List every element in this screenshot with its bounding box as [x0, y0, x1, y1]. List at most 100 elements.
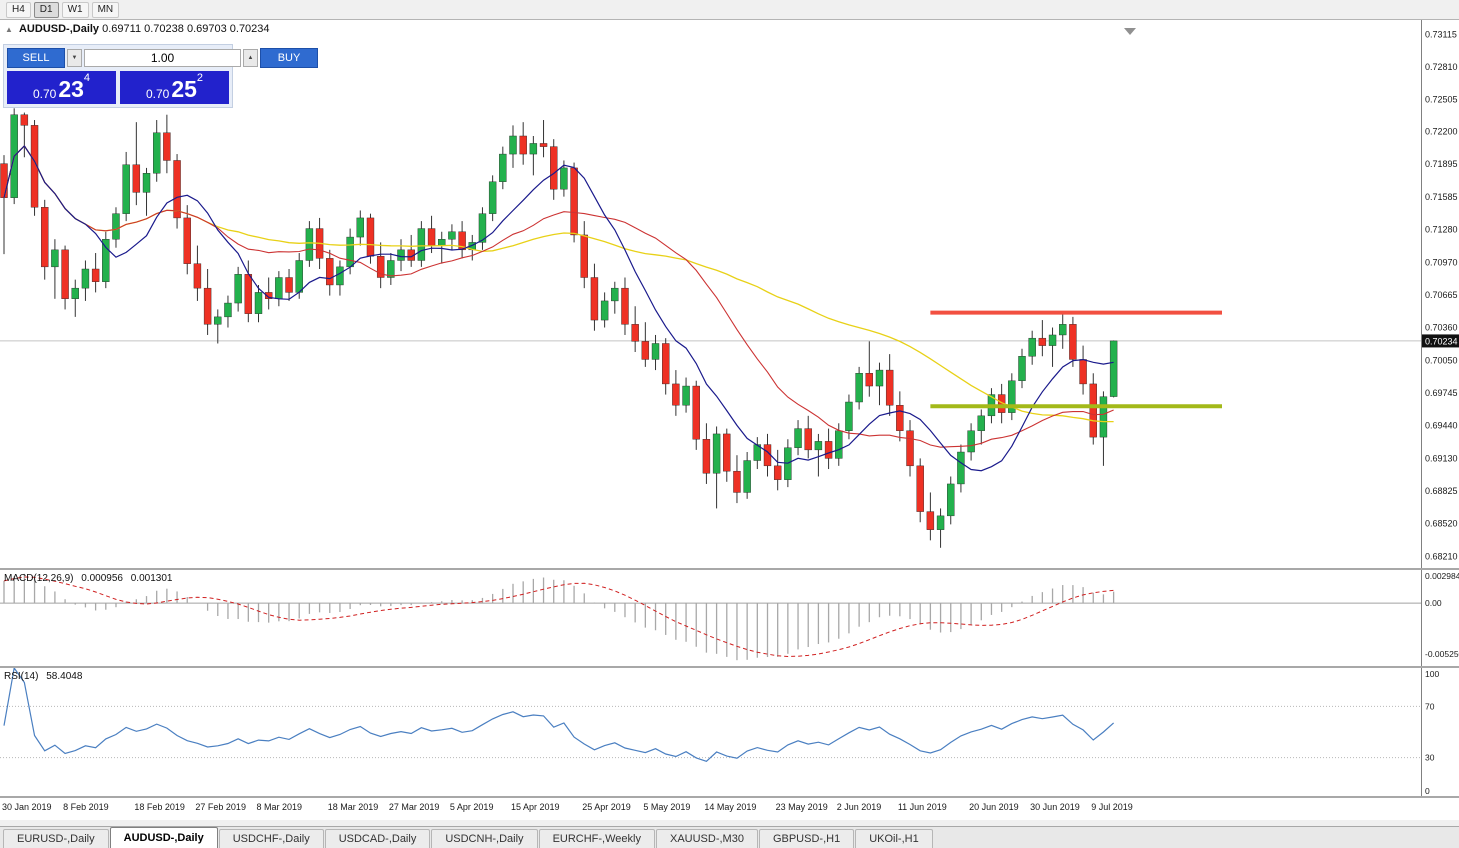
- moving-average-line: [3, 145, 1114, 448]
- candle-body: [387, 260, 395, 278]
- timeframe-button-d1[interactable]: D1: [33, 1, 59, 18]
- candle-body: [865, 373, 873, 387]
- candle-body: [631, 324, 639, 342]
- candle-body: [712, 433, 721, 474]
- chart-tab-audusd-daily[interactable]: AUDUSD-,Daily: [109, 827, 218, 848]
- chart-tab-usdcnh-daily[interactable]: USDCNH-,Daily: [431, 829, 538, 848]
- candle-body: [590, 277, 599, 321]
- candle-body: [152, 132, 161, 174]
- chart-shift-marker-icon: [1124, 28, 1136, 35]
- macd-header: MACD(12,26,9) 0.000956 0.001301: [4, 573, 177, 584]
- sell-button[interactable]: SELL: [7, 48, 65, 68]
- candle-body: [1038, 337, 1047, 346]
- candle-body: [214, 316, 222, 325]
- rsi-axis-label: 70: [1425, 701, 1435, 711]
- candle-body: [1059, 324, 1067, 336]
- rsi-value: 58.4048: [46, 671, 83, 682]
- date-tick-label: 23 May 2019: [775, 802, 828, 812]
- candle-body: [692, 385, 700, 440]
- date-tick-label: 30 Jun 2019: [1030, 802, 1080, 812]
- price-axis-label: 0.70970: [1425, 258, 1458, 268]
- date-axis[interactable]: 30 Jan 2019 8 Feb 2019 18 Feb 2019 27 Feb 2…: [0, 798, 1459, 820]
- date-tick-label: 30 Jan 2019: [2, 802, 52, 812]
- chart-tab-xauusd-m30[interactable]: XAUUSD-,M30: [655, 829, 758, 848]
- price-axis-label: 0.73115: [1425, 29, 1457, 39]
- sell-price-base: 0.70: [32, 87, 57, 101]
- date-tick-label: 8 Mar 2019: [256, 802, 303, 812]
- candle-body: [600, 300, 609, 321]
- moving-average-line: [3, 144, 1114, 472]
- candle-body: [397, 249, 405, 261]
- candle-body: [947, 483, 955, 517]
- chart-tab-eurchf-weekly[interactable]: EURCHF-,Weekly: [538, 829, 655, 848]
- candle-body: [244, 274, 253, 314]
- buy-button[interactable]: BUY: [260, 48, 318, 68]
- candle-body: [488, 181, 497, 214]
- candle-body: [1069, 324, 1077, 360]
- trade-panel-toggle-icon[interactable]: ▲: [5, 25, 13, 34]
- buy-price-pip: 2: [196, 72, 204, 84]
- candle-body: [733, 470, 741, 493]
- candle-body: [1008, 380, 1016, 413]
- volume-decrease-button[interactable]: ▼: [67, 49, 82, 67]
- candle-body: [621, 287, 629, 325]
- sell-quote-button[interactable]: 0.70 23 4: [7, 71, 116, 104]
- candle-body: [560, 167, 568, 190]
- date-tick-label: 14 May 2019: [704, 802, 757, 812]
- candle-body: [672, 383, 680, 406]
- candle-body: [183, 217, 191, 264]
- candle-body: [926, 511, 935, 530]
- candle-body: [285, 277, 293, 293]
- pane-divider[interactable]: [0, 568, 1459, 570]
- moving-average-line: [3, 144, 1114, 423]
- volume-input[interactable]: [84, 49, 241, 67]
- price-axis-label: 0.68520: [1425, 518, 1458, 528]
- candle-body: [936, 515, 945, 530]
- candle-body: [977, 415, 985, 431]
- buy-quote-button[interactable]: 0.70 25 2: [120, 71, 229, 104]
- candle-body: [641, 341, 650, 360]
- candle-body: [366, 217, 375, 257]
- chart-tab-usdchf-daily[interactable]: USDCHF-,Daily: [218, 829, 324, 848]
- volume-increase-button[interactable]: ▲: [243, 49, 258, 67]
- macd-pane[interactable]: 0.002984 0.00 -0.005250: [0, 570, 1459, 666]
- chart-tab-eurusd-daily[interactable]: EURUSD-,Daily: [3, 829, 109, 848]
- candle-body: [651, 343, 660, 360]
- rsi-pane[interactable]: 100 70 30 0: [0, 668, 1459, 796]
- price-axis-label: 0.71280: [1425, 225, 1458, 235]
- chart-tab-gbpusd-h1[interactable]: GBPUSD-,H1: [758, 829, 855, 848]
- price-chart-canvas[interactable]: 0.73115 0.72810 0.72505 0.72200 0.71895 0.715…: [0, 20, 1459, 568]
- candle-body: [1018, 356, 1026, 381]
- candle-body: [61, 249, 69, 299]
- candle-body: [30, 125, 39, 208]
- candle-body: [193, 263, 202, 289]
- date-tick-label: 15 Apr 2019: [511, 802, 560, 812]
- rsi-axis-label: 30: [1425, 753, 1435, 763]
- candle-body: [41, 207, 49, 268]
- pane-divider[interactable]: [0, 666, 1459, 668]
- candle-body: [254, 292, 263, 314]
- candle-body: [102, 238, 110, 282]
- candle-body: [550, 146, 558, 190]
- date-tick-label: 11 Jun 2019: [897, 802, 947, 812]
- candle-body: [336, 266, 344, 286]
- price-axis-label: 0.72505: [1425, 94, 1458, 104]
- rsi-header: RSI(14) 58.4048: [4, 671, 87, 682]
- timeframe-button-h4[interactable]: H4: [6, 1, 31, 18]
- timeframe-button-mn[interactable]: MN: [91, 1, 120, 18]
- chart-window[interactable]: 0.73115 0.72810 0.72505 0.72200 0.71895 0.715…: [0, 20, 1459, 820]
- date-tick-label: 5 May 2019: [643, 802, 691, 812]
- chart-tab-ukoil-h1[interactable]: UKOil-,H1: [855, 829, 933, 848]
- pane-divider[interactable]: [0, 796, 1459, 798]
- candle-body: [835, 430, 843, 459]
- candle-body: [906, 430, 914, 467]
- candle-body: [539, 143, 548, 147]
- candle-body: [519, 135, 527, 155]
- candle-body: [20, 114, 29, 126]
- chart-tab-usdcad-daily[interactable]: USDCAD-,Daily: [324, 829, 431, 848]
- price-axis-label: 0.71895: [1425, 159, 1458, 169]
- candle-body: [814, 441, 823, 451]
- timeframe-button-w1[interactable]: W1: [61, 1, 89, 18]
- candle-body: [1048, 334, 1057, 346]
